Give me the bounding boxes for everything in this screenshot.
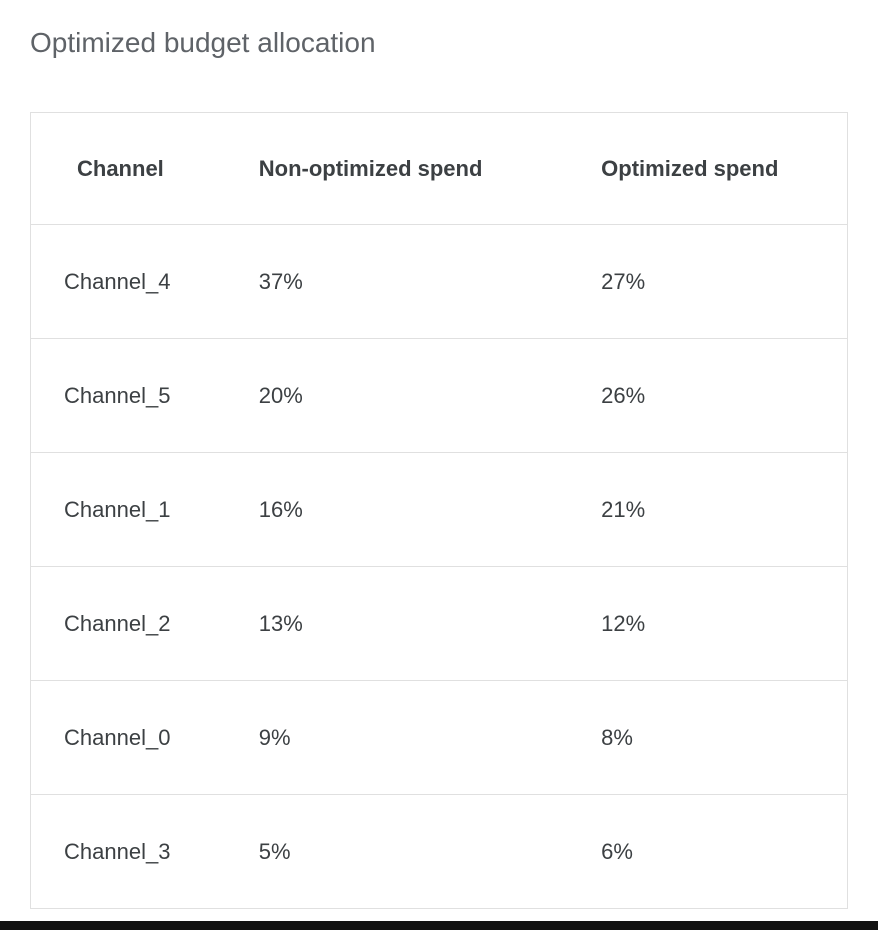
table-row: Channel_3 5% 6% bbox=[30, 794, 848, 909]
cell-non-optimized-spend: 5% bbox=[258, 794, 602, 909]
cell-optimized-spend: 12% bbox=[601, 566, 848, 681]
cell-channel: Channel_3 bbox=[30, 794, 259, 909]
cell-optimized-spend: 26% bbox=[601, 338, 848, 453]
page-title: Optimized budget allocation bbox=[30, 27, 376, 58]
cell-optimized-spend: 27% bbox=[601, 224, 848, 339]
cell-optimized-spend: 6% bbox=[601, 794, 848, 909]
cell-channel: Channel_2 bbox=[30, 566, 259, 681]
table-row: Channel_0 9% 8% bbox=[30, 680, 848, 795]
budget-table-container: Channel Non-optimized spend Optimized sp… bbox=[30, 112, 848, 909]
table-row: Channel_1 16% 21% bbox=[30, 452, 848, 567]
col-header-optimized-spend: Optimized spend bbox=[601, 155, 779, 181]
cell-optimized-spend: 8% bbox=[601, 680, 848, 795]
cell-non-optimized-spend: 16% bbox=[258, 452, 602, 567]
col-header-non-optimized-spend: Non-optimized spend bbox=[258, 155, 483, 181]
cell-non-optimized-spend: 37% bbox=[258, 224, 602, 339]
table-header-row: Channel Non-optimized spend Optimized sp… bbox=[31, 113, 848, 225]
cell-optimized-spend: 21% bbox=[601, 452, 848, 567]
cell-non-optimized-spend: 9% bbox=[258, 680, 602, 795]
cell-channel: Channel_0 bbox=[30, 680, 259, 795]
cell-non-optimized-spend: 20% bbox=[258, 338, 602, 453]
col-header-channel: Channel bbox=[77, 155, 164, 181]
budget-table: Channel Non-optimized spend Optimized sp… bbox=[30, 112, 848, 909]
cell-channel: Channel_1 bbox=[30, 452, 259, 567]
table-row: Channel_5 20% 26% bbox=[30, 338, 848, 453]
cell-channel: Channel_5 bbox=[30, 338, 259, 453]
table-row: Channel_4 37% 27% bbox=[30, 224, 848, 339]
bottom-edge-bar bbox=[0, 921, 878, 930]
cell-non-optimized-spend: 13% bbox=[258, 566, 602, 681]
table-row: Channel_2 13% 12% bbox=[30, 566, 848, 681]
cell-channel: Channel_4 bbox=[30, 224, 259, 339]
